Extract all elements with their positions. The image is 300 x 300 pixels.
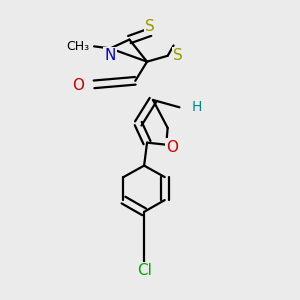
Text: H: H xyxy=(191,100,202,114)
Text: O: O xyxy=(166,140,178,154)
Text: S: S xyxy=(173,48,183,63)
Text: Cl: Cl xyxy=(137,263,152,278)
Text: CH₃: CH₃ xyxy=(66,40,89,53)
Text: N: N xyxy=(105,48,116,63)
Text: S: S xyxy=(145,19,155,34)
Text: O: O xyxy=(72,78,84,93)
